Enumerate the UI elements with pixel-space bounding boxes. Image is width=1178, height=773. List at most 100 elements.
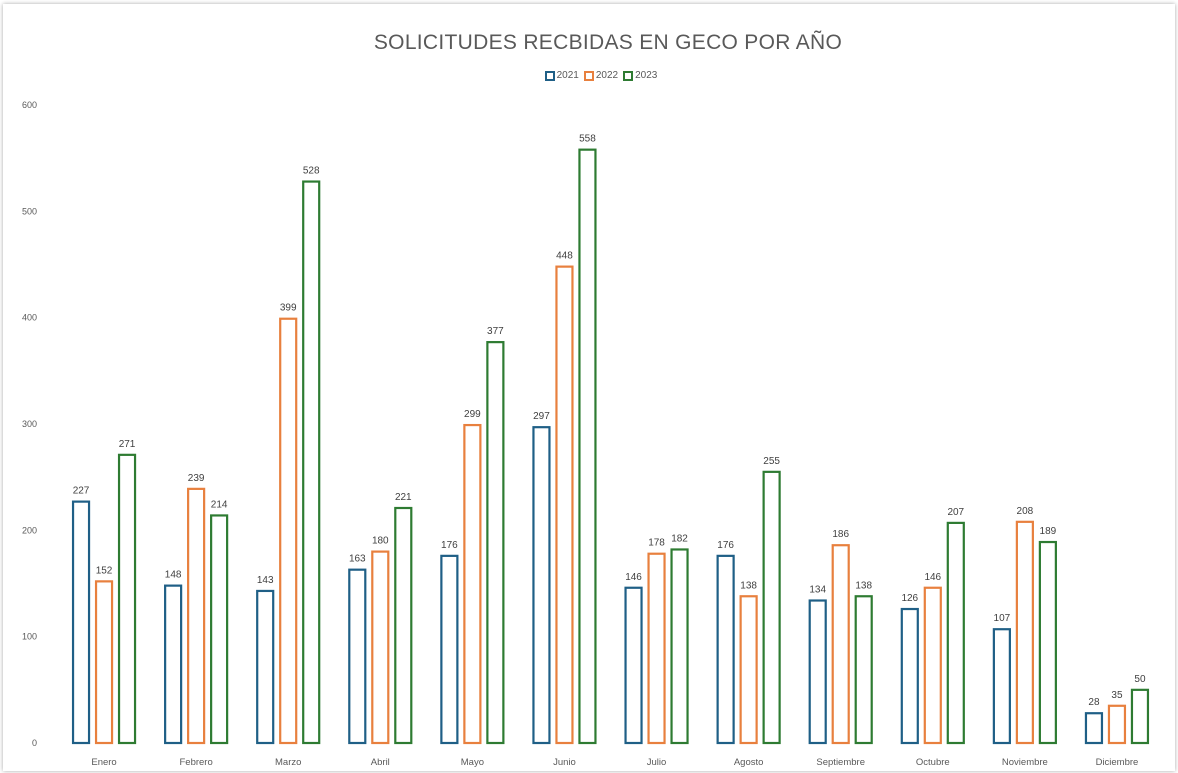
data-label-2023-enero: 271 [119, 439, 136, 450]
data-label-2021-octubre: 126 [901, 593, 918, 604]
bar-2023-junio [578, 148, 597, 745]
bar-2021-octubre [900, 607, 919, 745]
bar-2023-julio [670, 548, 689, 745]
bar-chart-plot: 0 100 200 300 400 500 600 227 152 271 Enero 148 239 2… [22, 100, 1150, 768]
data-label-2023-junio: 558 [579, 134, 596, 145]
bar-2022-agosto [739, 595, 758, 745]
bar-2023-noviembre [1038, 540, 1057, 745]
data-label-2022-noviembre: 208 [1017, 506, 1034, 517]
bar-2022-febrero [187, 487, 206, 745]
data-label-2021-abril: 163 [349, 554, 366, 565]
x-category-label-julio: Julio [647, 757, 667, 768]
bar-2023-abril [394, 506, 413, 745]
bar-2022-abril [371, 550, 390, 745]
bar-2022-octubre [923, 586, 942, 745]
data-label-2022-febrero: 239 [188, 473, 205, 484]
data-label-2022-enero: 152 [96, 565, 113, 576]
data-label-2022-agosto: 138 [740, 580, 757, 591]
x-category-label-marzo: Marzo [275, 757, 301, 768]
x-category-label-diciembre: Diciembre [1096, 757, 1139, 768]
legend-label-2022: 2022 [595, 70, 619, 81]
data-label-2022-abril: 180 [372, 536, 389, 547]
bar-2021-junio [532, 426, 551, 745]
data-label-2023-julio: 182 [671, 533, 688, 544]
data-label-2021-mayo: 176 [441, 540, 458, 551]
bar-2022-marzo [279, 317, 298, 745]
bar-2022-julio [647, 552, 666, 745]
x-category-label-septiembre: Septiembre [816, 757, 865, 768]
legend-item-2021: 2021 [544, 70, 579, 81]
data-label-2021-diciembre: 28 [1088, 697, 1100, 708]
data-label-2023-octubre: 207 [947, 507, 964, 518]
bar-2023-febrero [210, 514, 229, 745]
bar-2021-marzo [256, 589, 275, 745]
y-tick-label-0: 0 [32, 738, 37, 748]
x-category-label-febrero: Febrero [179, 757, 212, 768]
data-label-2023-noviembre: 189 [1040, 526, 1057, 537]
bar-2023-marzo [302, 180, 321, 745]
data-label-2022-marzo: 399 [280, 303, 297, 314]
y-tick-label-200: 200 [22, 525, 37, 535]
bar-2021-julio [624, 586, 643, 745]
legend-swatch-2021 [544, 70, 555, 81]
bar-2021-abril [348, 568, 367, 745]
legend-swatch-2023 [623, 70, 634, 81]
bar-2021-noviembre [992, 628, 1011, 745]
x-category-label-enero: Enero [91, 757, 116, 768]
bar-2021-septiembre [808, 599, 827, 745]
y-tick-label-400: 400 [22, 313, 37, 323]
bar-2022-junio [555, 265, 574, 745]
y-tick-label-100: 100 [22, 632, 37, 642]
legend-item-2023: 2023 [623, 70, 657, 81]
data-label-2021-septiembre: 134 [809, 585, 826, 596]
x-category-label-noviembre: Noviembre [1002, 757, 1048, 768]
y-tick-label-600: 600 [22, 100, 37, 110]
bar-2021-diciembre [1084, 712, 1104, 745]
x-category-label-octubre: Octubre [916, 757, 950, 768]
bar-2022-diciembre [1107, 704, 1127, 745]
x-category-label-mayo: Mayo [461, 757, 484, 768]
data-label-2021-agosto: 176 [717, 540, 734, 551]
bar-2022-enero [94, 580, 114, 745]
chart-title: SOLICITUDES RECBIDAS EN GECO POR AÑO [373, 31, 843, 54]
bar-2021-febrero [164, 584, 183, 745]
y-tick-label-500: 500 [22, 206, 37, 216]
bar-2021-mayo [440, 554, 459, 745]
x-category-label-abril: Abril [371, 757, 390, 768]
bar-2023-septiembre [854, 595, 873, 745]
data-label-2021-marzo: 143 [257, 575, 274, 586]
data-label-2021-noviembre: 107 [994, 613, 1011, 624]
data-label-2022-junio: 448 [556, 251, 573, 262]
legend-label-2023: 2023 [635, 70, 658, 81]
legend-label-2021: 2021 [556, 70, 579, 81]
data-label-2023-agosto: 255 [763, 456, 780, 467]
data-label-2022-mayo: 299 [464, 409, 481, 420]
data-label-2023-marzo: 528 [303, 166, 320, 177]
data-label-2021-julio: 146 [625, 572, 642, 583]
chart-legend: 2021 2022 2023 [3, 70, 1175, 81]
legend-item-2022: 2022 [583, 70, 619, 81]
data-label-2023-septiembre: 138 [855, 580, 872, 591]
data-label-2022-diciembre: 35 [1111, 690, 1123, 701]
bar-2023-agosto [762, 470, 781, 745]
bar-2022-septiembre [831, 544, 850, 745]
data-label-2021-junio: 297 [533, 411, 550, 422]
bar-2021-agosto [716, 554, 735, 745]
data-label-2021-enero: 227 [73, 486, 90, 497]
bar-2023-enero [117, 453, 137, 745]
data-label-2022-octubre: 146 [924, 572, 941, 583]
data-label-2023-abril: 221 [395, 492, 412, 503]
bar-2022-mayo [463, 423, 482, 745]
x-category-label-agosto: Agosto [734, 757, 764, 768]
chart-frame: SOLICITUDES RECBIDAS EN GECO POR AÑO 202… [3, 4, 1175, 771]
bar-2022-noviembre [1015, 520, 1034, 745]
y-tick-label-300: 300 [22, 419, 37, 429]
data-label-2021-febrero: 148 [165, 570, 182, 581]
data-label-2023-diciembre: 50 [1134, 674, 1146, 685]
x-category-label-junio: Junio [553, 757, 576, 768]
data-label-2022-julio: 178 [648, 538, 665, 549]
bar-2023-mayo [486, 341, 505, 745]
data-label-2022-septiembre: 186 [832, 529, 849, 540]
bar-2023-diciembre [1130, 688, 1150, 745]
bar-2021-enero [71, 500, 91, 745]
